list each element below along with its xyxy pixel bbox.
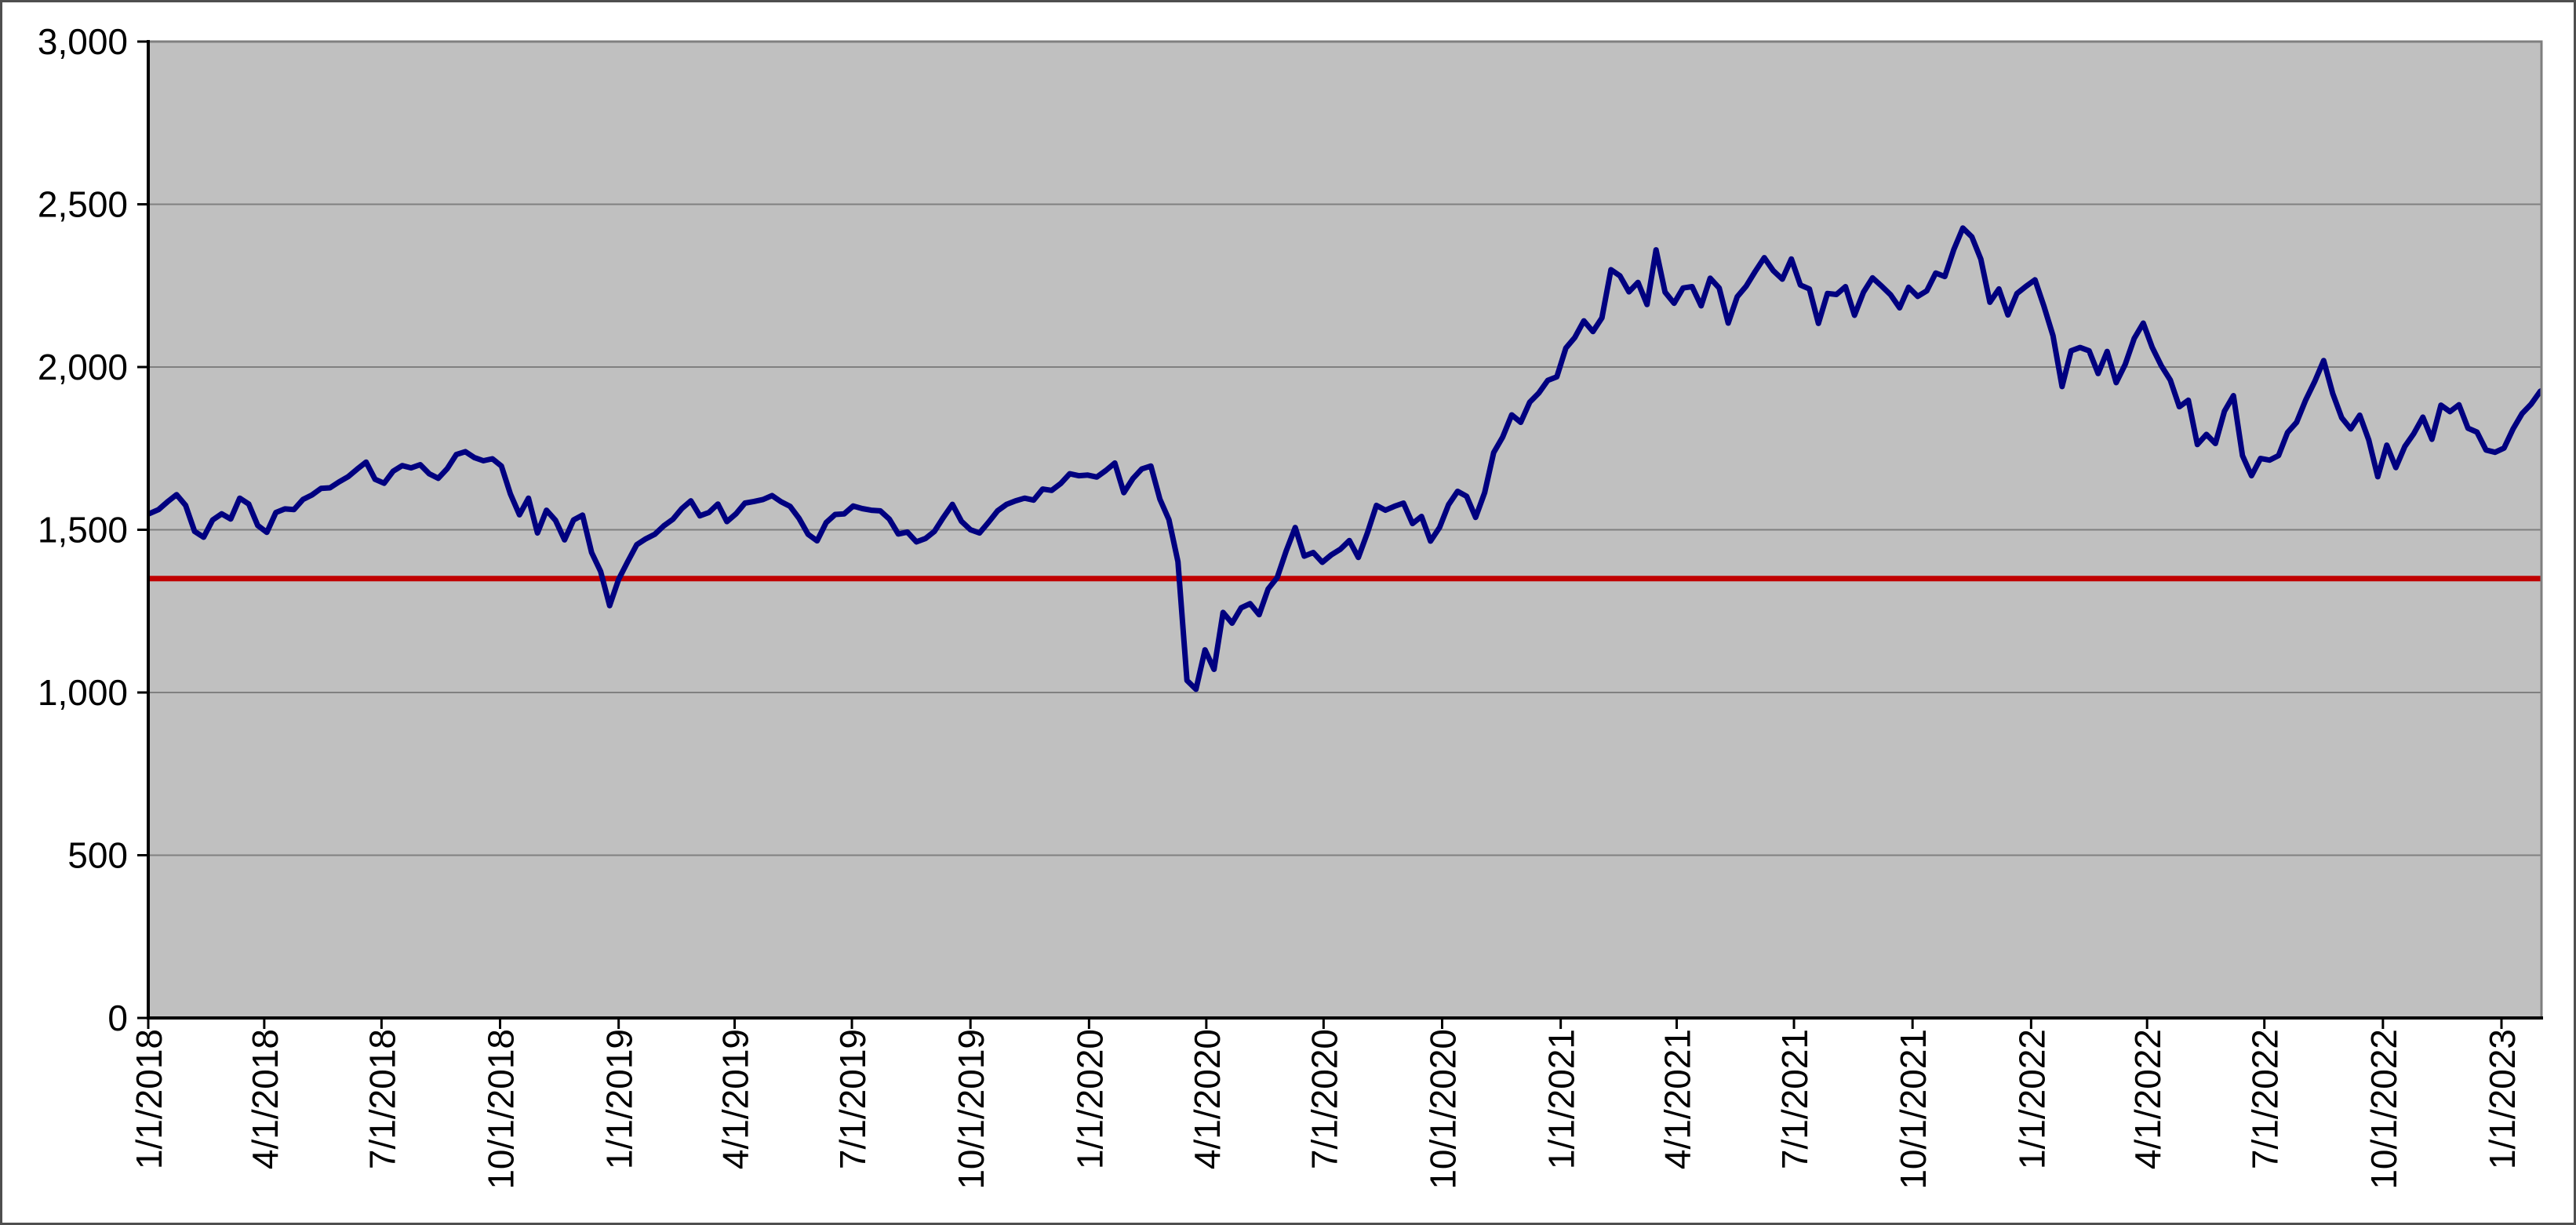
y-axis-tick-label: 3,000: [38, 21, 128, 62]
x-axis-tick-label: 10/1/2019: [951, 1029, 991, 1190]
x-axis-tick-label: 7/1/2022: [2245, 1029, 2286, 1169]
x-axis-tick-label: 4/1/2018: [245, 1029, 286, 1169]
x-axis-tick-label: 7/1/2021: [1774, 1029, 1815, 1169]
x-axis-tick-label: 1/1/2022: [2011, 1029, 2052, 1169]
x-axis-tick-label: 7/1/2018: [362, 1029, 402, 1169]
x-axis-tick-label: 7/1/2020: [1304, 1029, 1344, 1169]
x-axis-tick-label: 10/1/2020: [1423, 1029, 1464, 1190]
y-axis-tick-label: 0: [107, 998, 128, 1038]
x-axis-tick-label: 4/1/2020: [1187, 1029, 1228, 1169]
y-axis-labels: 0 500 1,000 1,500 2,000 2,500 3,000: [38, 21, 148, 1038]
x-axis-tick-label: 1/1/2019: [599, 1029, 640, 1169]
x-axis-tick-label: 10/1/2018: [481, 1029, 522, 1190]
y-axis-tick-label: 2,000: [38, 347, 128, 387]
y-axis-tick-label: 2,500: [38, 184, 128, 225]
x-axis-labels: 1/1/2018 4/1/2018 7/1/2018 10/1/2018 1/1/201…: [129, 1018, 2523, 1190]
x-axis-tick-label: 4/1/2019: [715, 1029, 756, 1169]
x-axis-tick-label: 10/1/2022: [2363, 1029, 2404, 1190]
x-axis-tick-label: 1/1/2021: [1541, 1029, 1582, 1169]
x-axis-tick-label: 1/1/2018: [129, 1029, 169, 1169]
x-axis-tick-label: 4/1/2022: [2127, 1029, 2168, 1169]
x-axis-tick-label: 4/1/2021: [1657, 1029, 1698, 1169]
x-axis-tick-label: 1/1/2020: [1069, 1029, 1110, 1169]
y-axis-tick-label: 1,000: [38, 672, 128, 713]
y-axis-tick-label: 1,500: [38, 510, 128, 551]
y-axis-tick-label: 500: [67, 835, 128, 876]
x-axis-tick-label: 7/1/2019: [832, 1029, 873, 1169]
x-axis-tick-label: 1/1/2023: [2482, 1029, 2523, 1169]
x-axis-tick-label: 10/1/2021: [1893, 1029, 1934, 1190]
price-series-line: [148, 225, 2541, 692]
gridlines: [148, 203, 2541, 856]
